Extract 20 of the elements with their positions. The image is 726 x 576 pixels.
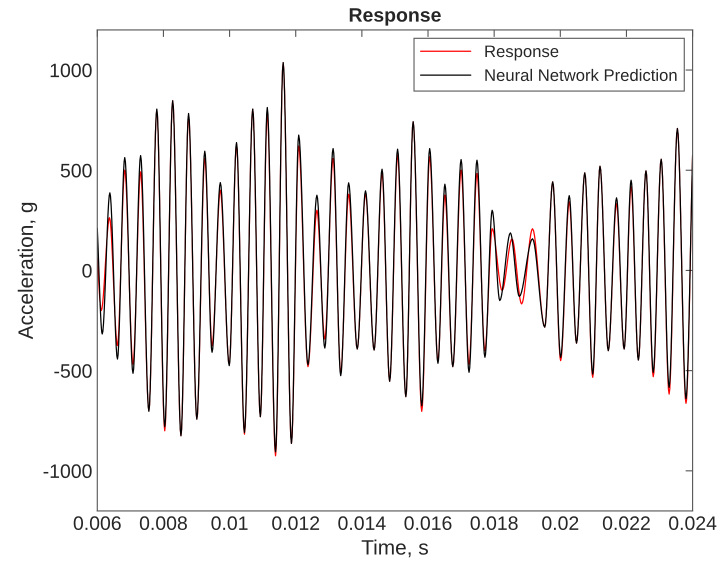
x-tick-label: 0.02 — [542, 516, 578, 530]
chart-title: Response — [350, 8, 441, 26]
y-tick-label: 500 — [60, 164, 92, 178]
legend-label: Neural Network Prediction — [485, 68, 677, 82]
x-tick-label: 0.012 — [272, 516, 320, 530]
x-tick-label: 0.01 — [211, 516, 248, 530]
x-tick-label: 0.022 — [602, 516, 650, 530]
y-axis-title: Acceleration, g — [18, 202, 38, 340]
x-tick-label: 0.016 — [404, 516, 452, 530]
y-tick-label: 0 — [82, 264, 92, 278]
x-tick-label: 0.014 — [338, 516, 386, 530]
y-tick-label: -500 — [54, 364, 92, 378]
y-tick-label: 1000 — [50, 64, 92, 78]
x-tick-label: 0.018 — [470, 516, 518, 530]
x-tick-label: 0.024 — [669, 516, 716, 530]
x-tick-label: 0.006 — [74, 516, 121, 530]
y-tick-label: -1000 — [44, 464, 92, 478]
x-tick-label: 0.008 — [140, 516, 187, 530]
legend-label: Response — [485, 46, 558, 60]
x-axis-title: Time, s — [362, 539, 428, 558]
